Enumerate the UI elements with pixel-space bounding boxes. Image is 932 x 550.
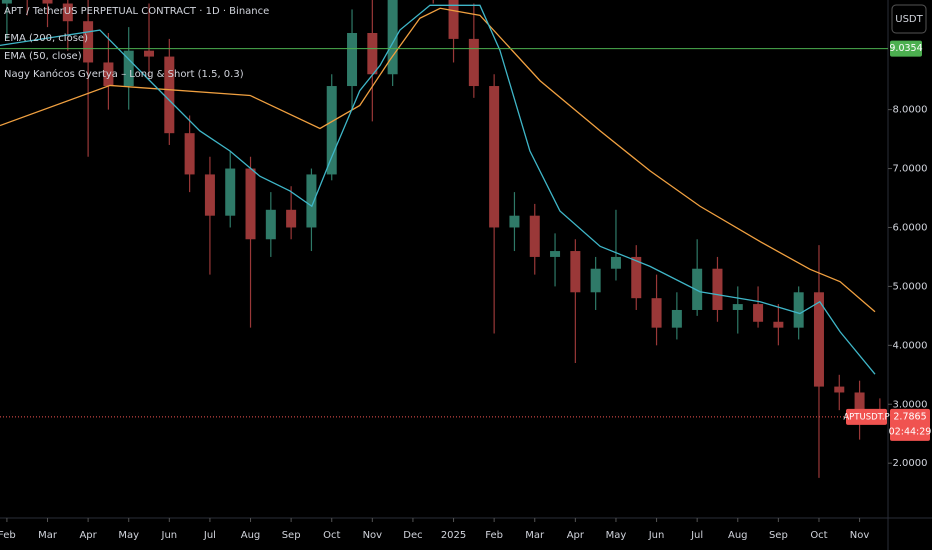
candle-body (489, 86, 500, 228)
candle-body (387, 0, 398, 75)
x-tick-label: Apr (567, 530, 585, 541)
candle-body (854, 392, 865, 411)
candle-body (610, 256, 621, 269)
candle-body (326, 86, 337, 175)
candle-body (793, 292, 804, 328)
x-tick-label: Sep (282, 530, 301, 541)
x-tick-label: Dec (403, 530, 422, 541)
candle-body (448, 0, 459, 39)
x-tick-label: Jun (161, 530, 178, 541)
candle-body (204, 174, 215, 216)
x-tick-label: May (606, 530, 627, 541)
candle-body (712, 268, 723, 310)
candle-body (62, 3, 73, 22)
candle-body (509, 215, 520, 228)
candle-body (631, 256, 642, 299)
x-tick-label: Jun (648, 530, 665, 541)
candle-body (103, 62, 114, 87)
candle-body (671, 309, 682, 328)
x-tick-label: 2025 (441, 530, 466, 541)
candle-body (184, 133, 195, 175)
plot-area (0, 0, 885, 478)
symbol-tag-label: APTUSDT.P (843, 412, 889, 422)
x-tick-label: Mar (38, 530, 58, 541)
candle-body (692, 268, 703, 310)
candle-body (1, 0, 12, 4)
x-tick-label: Aug (728, 530, 748, 541)
candle-body (144, 50, 155, 57)
level-tag (890, 40, 922, 57)
y-tick-label: 8.0000 (893, 105, 928, 116)
candle-body (529, 215, 540, 257)
currency-label[interactable]: USDT (895, 14, 923, 25)
candle-body (286, 209, 297, 228)
symbol-tag (846, 408, 887, 425)
level-tag-label: 9.0354 (889, 43, 922, 54)
x-tick-label: Jul (203, 530, 216, 541)
x-tick-label: Nov (850, 530, 870, 541)
x-tick-label: Sep (769, 530, 788, 541)
x-tick-label: Feb (0, 530, 16, 541)
candle-body (550, 251, 561, 257)
candle-body (347, 33, 358, 87)
candle-body (123, 50, 134, 87)
y-tick-label: 2.0000 (893, 458, 928, 469)
x-tick-label: Mar (525, 530, 545, 541)
y-tick-label: 6.0000 (893, 222, 928, 233)
candle-body (732, 304, 743, 310)
legend-entry: EMA (200, close) (4, 33, 88, 44)
price-tag (890, 408, 930, 441)
candle-body (468, 38, 479, 87)
y-tick-label: 5.0000 (893, 281, 928, 292)
x-tick-label: Oct (810, 530, 827, 541)
candle-body (306, 174, 317, 228)
candle-body (773, 321, 784, 328)
y-tick-label: 3.0000 (893, 399, 928, 410)
candle-body (590, 268, 601, 293)
candle-body (651, 298, 662, 328)
legend-entry: EMA (50, close) (4, 51, 82, 62)
currency-button[interactable] (891, 4, 927, 34)
candle-body (265, 209, 276, 240)
candle-body (245, 168, 256, 240)
price-tag-label: 2.7865 (893, 411, 926, 422)
ema-line (0, 7, 876, 313)
candle-body (83, 21, 94, 63)
candle-body (367, 33, 378, 75)
x-tick-label: Apr (79, 530, 97, 541)
x-tick-label: Aug (241, 530, 261, 541)
candle-body (834, 386, 845, 393)
x-tick-label: Nov (363, 530, 383, 541)
indicator-label: Nagy Kanócos Gyertya – Long & Short (1.5… (4, 68, 244, 80)
candle-body (753, 304, 764, 322)
candle-body (570, 251, 581, 293)
candle-body (225, 168, 236, 216)
y-tick-label: 4.0000 (893, 340, 928, 351)
candle-body (813, 292, 824, 387)
ema-line (0, 4, 876, 375)
x-tick-label: Feb (485, 530, 503, 541)
x-tick-label: Oct (323, 530, 340, 541)
candle-body (42, 0, 53, 4)
chart-title: APT / TetherUS PERPETUAL CONTRACT · 1D ·… (4, 6, 269, 17)
x-tick-label: May (118, 530, 139, 541)
candle-body (164, 56, 175, 134)
y-tick-label: 7.0000 (893, 164, 928, 175)
countdown-label: 02:44:29 (889, 426, 932, 437)
x-tick-label: Jul (690, 530, 703, 541)
